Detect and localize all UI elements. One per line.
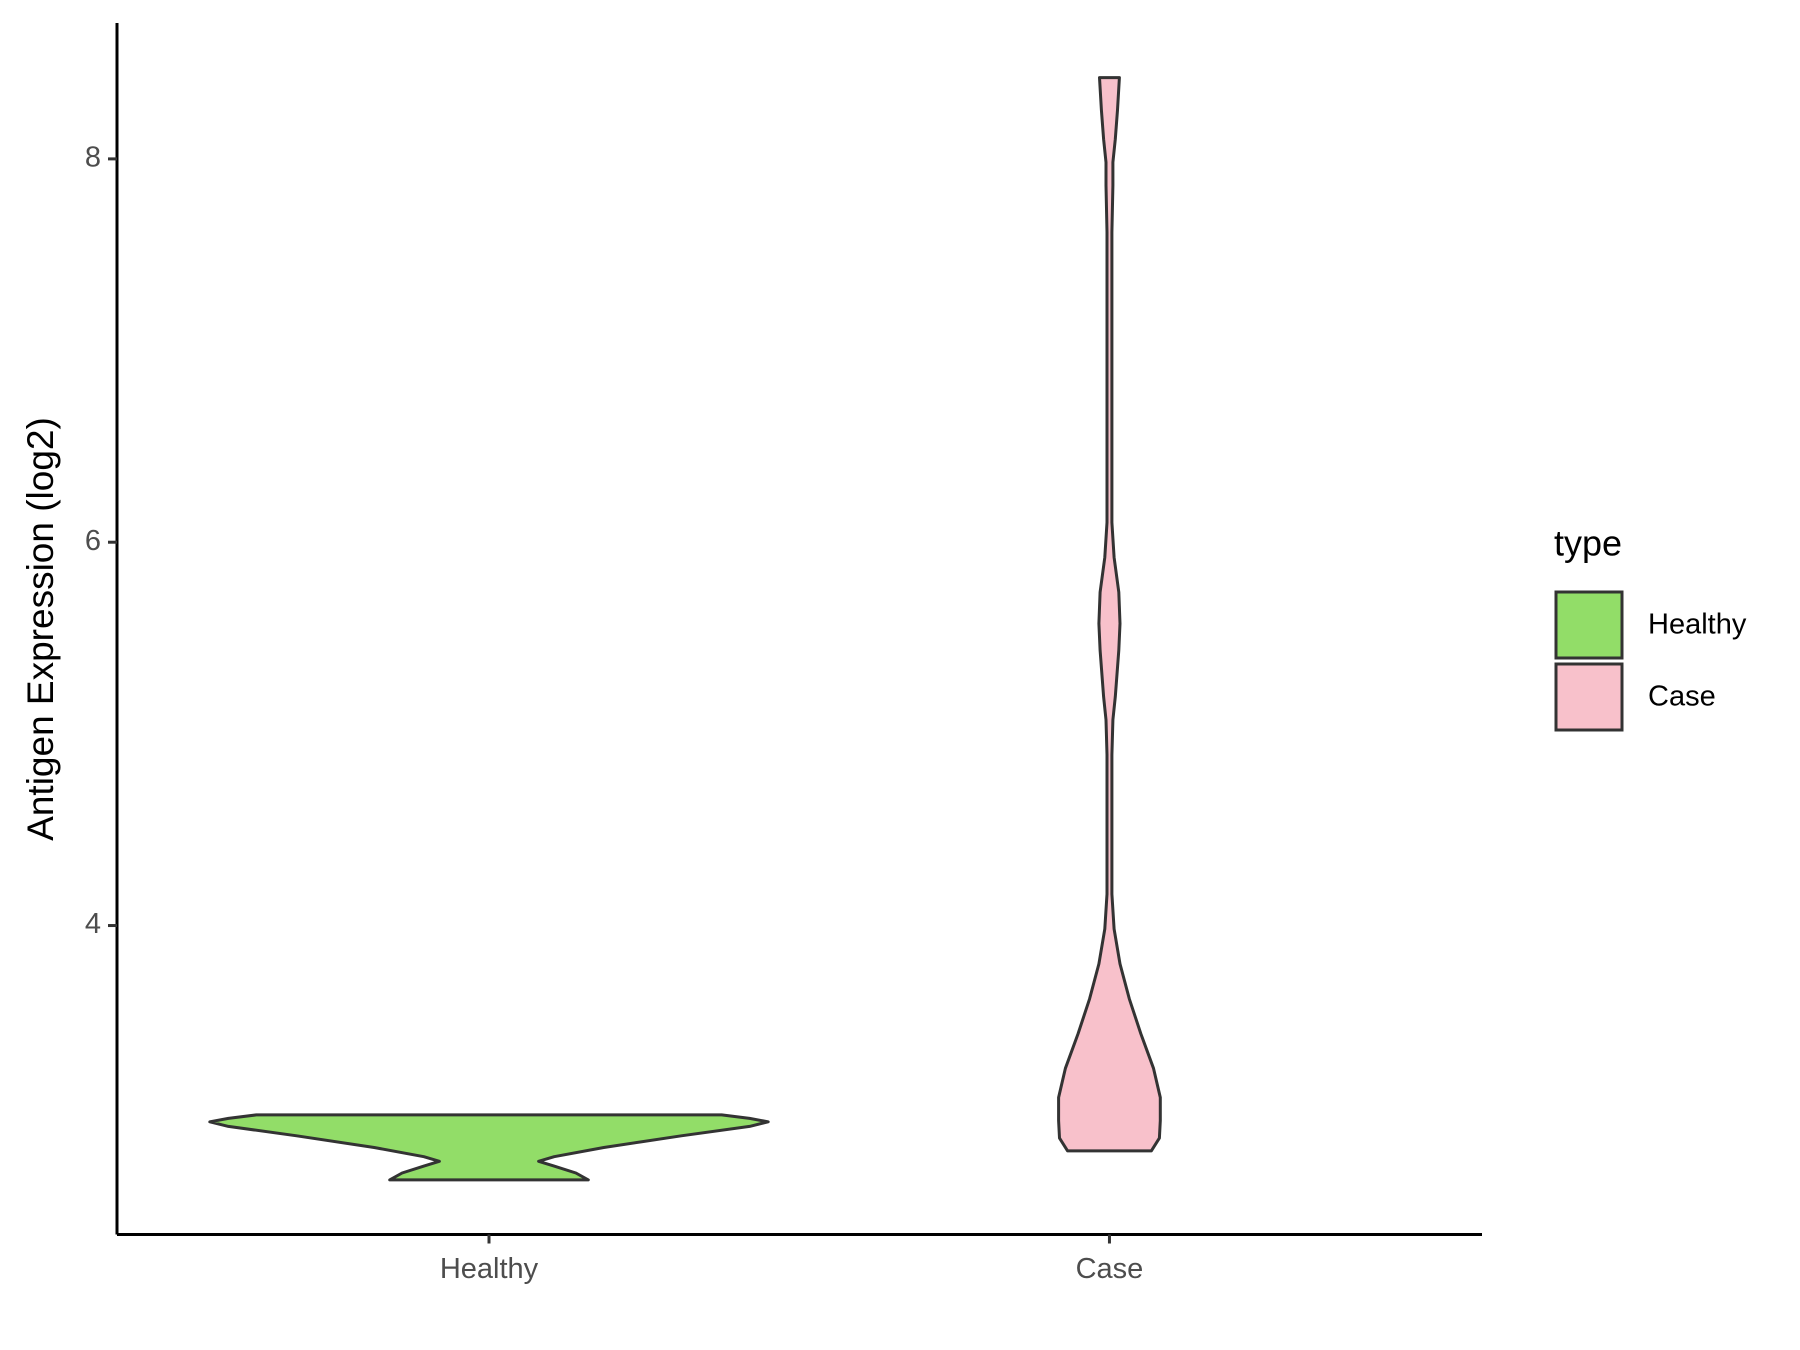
legend-title: type xyxy=(1554,523,1622,564)
violin xyxy=(1057,76,1162,1153)
y-tick-label: 6 xyxy=(85,525,101,557)
violin xyxy=(208,1113,770,1182)
legend-key xyxy=(1554,590,1624,660)
x-tick-label: Case xyxy=(1076,1253,1144,1285)
legend-key xyxy=(1554,662,1624,732)
legend-label: Healthy xyxy=(1648,609,1747,641)
y-tick-label: 4 xyxy=(85,908,101,940)
x-tick-label: Healthy xyxy=(440,1253,539,1285)
y-tick-label: 8 xyxy=(85,142,101,174)
y-axis-label: Antigen Expression (log2) xyxy=(20,417,61,841)
legend-label: Case xyxy=(1648,681,1716,713)
